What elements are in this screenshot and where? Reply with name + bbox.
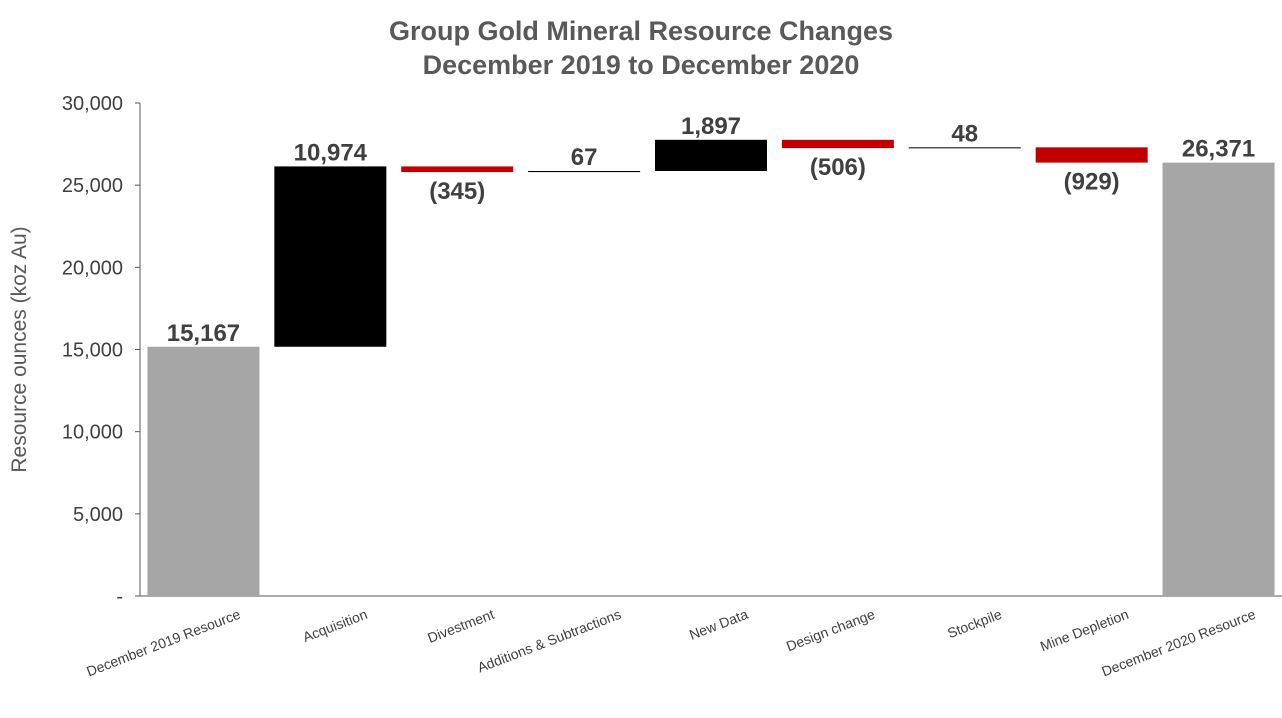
- chart-title: Group Gold Mineral Resource Changes: [388, 16, 894, 46]
- x-category-label: New Data: [687, 606, 750, 643]
- waterfall-bar: [1035, 147, 1148, 163]
- x-category-label: Design change: [784, 606, 877, 654]
- y-tick-label: 10,000: [62, 422, 123, 444]
- data-label: 10,974: [294, 139, 368, 166]
- x-category-label: Acquisition: [300, 606, 369, 645]
- x-category-label: Mine Depletion: [1038, 606, 1131, 654]
- waterfall-bar: [274, 166, 387, 347]
- data-label: 67: [571, 144, 598, 171]
- x-category-label: Divestment: [425, 606, 496, 646]
- data-label: 48: [951, 120, 978, 147]
- data-label: (929): [1064, 169, 1120, 196]
- data-label: 26,371: [1182, 136, 1255, 163]
- waterfall-bar: [655, 139, 767, 171]
- data-label: 1,897: [681, 113, 741, 140]
- y-tick-label: 25,000: [62, 175, 123, 197]
- waterfall-bar: [908, 147, 1021, 149]
- data-label: (345): [429, 178, 485, 205]
- chart-subtitle: December 2019 to December 2020: [422, 50, 860, 80]
- waterfall-bar: [401, 166, 514, 173]
- x-category-label: Additions & Subtractions: [475, 606, 623, 676]
- waterfall-bar: [781, 139, 894, 149]
- y-tick-label: 15,000: [62, 340, 123, 362]
- x-category-label: December 2019 Resource: [84, 606, 242, 680]
- data-label: (506): [810, 154, 866, 181]
- y-tick-label: -: [116, 586, 123, 608]
- x-category-label: Stockpile: [945, 606, 1004, 641]
- y-tick-label: 20,000: [62, 257, 123, 279]
- y-tick-label: 30,000: [62, 93, 123, 115]
- y-tick-label: 5,000: [73, 504, 123, 526]
- waterfall-bar: [528, 170, 641, 173]
- waterfall-bar: [147, 346, 260, 596]
- y-axis-title: Resource ounces (koz Au): [8, 226, 31, 472]
- data-label: 15,167: [167, 320, 240, 347]
- waterfall-bar: [1162, 162, 1275, 596]
